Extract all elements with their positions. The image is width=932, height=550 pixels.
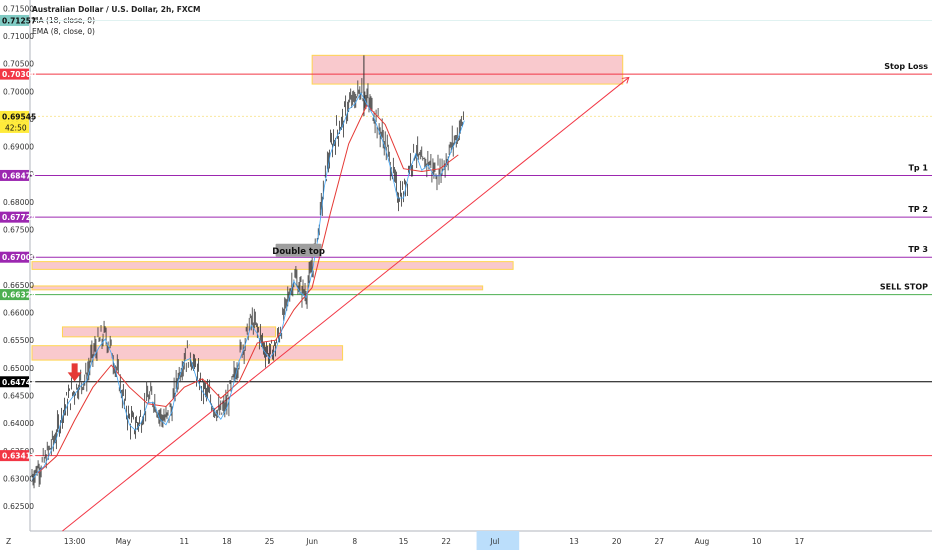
y-tick-label: 0.71000 <box>3 32 34 41</box>
level-label-5: TP 3 <box>908 245 928 254</box>
x-tick-label: 25 <box>265 537 275 546</box>
x-tick-label: 13 <box>569 537 579 546</box>
price-tag-label-8: 0.63413 <box>2 452 36 461</box>
price-tag-label-0: 0.71257 <box>2 16 36 25</box>
level-label-6: SELL STOP <box>880 283 928 292</box>
y-tick-label: 0.66000 <box>3 309 34 318</box>
supply-zone-0 <box>311 54 624 85</box>
x-tick-label: 22 <box>441 537 451 546</box>
x-tick-label: 27 <box>654 537 664 546</box>
x-tick-label: Z <box>6 537 11 546</box>
supply-zone-2 <box>31 285 484 291</box>
price-tag-label-1: 0.70300 <box>2 70 36 79</box>
y-tick-label: 0.65000 <box>3 364 34 373</box>
down-arrow-icon <box>67 363 82 382</box>
y-tick-label: 0.70000 <box>3 87 34 96</box>
price-tag-3 <box>0 169 29 181</box>
chart-title: Australian Dollar / U.S. Dollar, 2h, FXC… <box>32 5 201 14</box>
price-tag-label-2: 0.69545 <box>2 112 36 121</box>
price-tag-label-7: 0.64748 <box>2 378 36 387</box>
y-tick-label: 0.67500 <box>3 226 34 235</box>
x-tick-label: 10 <box>752 537 762 546</box>
price-tag-label-3: 0.68478 <box>2 171 36 180</box>
price-tag-2 <box>0 110 29 122</box>
x-tick-label: 18 <box>222 537 232 546</box>
annotation-text: Double top <box>272 247 325 257</box>
y-tick-label: 0.70500 <box>3 60 34 69</box>
x-axis-highlight <box>476 531 520 550</box>
price-tag-1 <box>0 68 29 80</box>
y-tick-label: 0.71500 <box>3 4 34 13</box>
price-tag-0 <box>0 14 29 26</box>
x-tick-label: 13:00 <box>64 537 86 546</box>
countdown-tag <box>0 121 29 133</box>
level-label-4: TP 2 <box>908 205 928 214</box>
x-tick-label: 17 <box>795 537 805 546</box>
price-tag-6 <box>0 289 29 301</box>
x-tick-label: Aug <box>695 537 710 546</box>
level-label-3: Tp 1 <box>908 163 928 172</box>
y-tick-label: 0.62500 <box>3 502 34 511</box>
price-tag-7 <box>0 376 29 388</box>
ma-18-line <box>37 104 459 474</box>
y-tick-label: 0.65500 <box>3 336 34 345</box>
x-tick-label: May <box>116 537 132 546</box>
price-tag-label-5: 0.67000 <box>2 253 36 262</box>
x-tick-label: 11 <box>179 537 189 546</box>
x-tick-label: Jul <box>489 537 499 546</box>
x-tick-label: 15 <box>399 537 409 546</box>
price-tag-label-4: 0.67724 <box>2 213 36 222</box>
ema-indicator-label: EMA (8, close, 0) <box>32 27 95 36</box>
y-tick-label: 0.64000 <box>3 419 34 428</box>
trendline <box>62 77 630 532</box>
annotation-box <box>275 243 322 257</box>
level-label-1: Stop Loss <box>884 62 928 71</box>
ema-8-line <box>31 92 465 481</box>
y-tick-label: 0.66500 <box>3 281 34 290</box>
supply-zone-1 <box>31 261 514 270</box>
price-tag-5 <box>0 251 29 263</box>
y-tick-label: 0.68000 <box>3 198 34 207</box>
y-tick-label: 0.64500 <box>3 391 34 400</box>
trendline-arrowhead <box>621 76 630 84</box>
x-tick-label: 20 <box>612 537 622 546</box>
x-tick-label: Jun <box>305 537 318 546</box>
supply-zone-3 <box>61 326 277 338</box>
x-tick-label: 8 <box>352 537 357 546</box>
y-tick-label: 0.69000 <box>3 143 34 152</box>
y-tick-label: 0.63000 <box>3 474 34 483</box>
price-tag-label-6: 0.66324 <box>2 291 36 300</box>
price-tag-4 <box>0 211 29 223</box>
price-tag-8 <box>0 450 29 462</box>
countdown-label: 42:50 <box>5 123 27 132</box>
